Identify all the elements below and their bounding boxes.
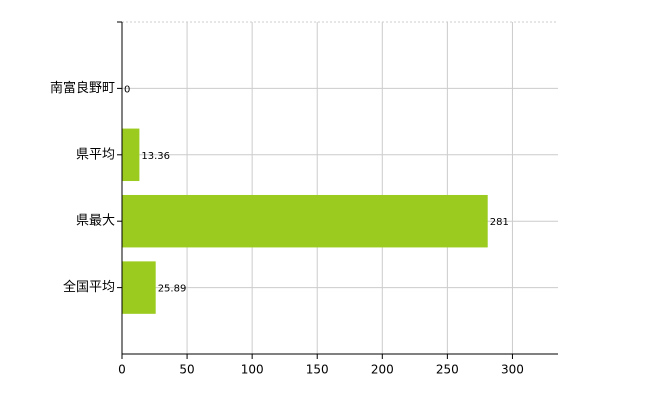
x-tick-label: 100 xyxy=(241,363,264,377)
value-label: 0 xyxy=(124,84,130,95)
y-tick-label: 全国平均 xyxy=(63,279,115,295)
y-tick-label: 県平均 xyxy=(76,147,115,162)
value-label: 13.36 xyxy=(141,151,170,162)
x-tick-label: 0 xyxy=(118,363,126,377)
bar xyxy=(122,128,140,182)
value-label: 281 xyxy=(490,217,509,228)
bar xyxy=(122,194,488,248)
x-tick-label: 150 xyxy=(306,363,329,377)
y-tick-label: 県最大 xyxy=(76,214,115,229)
x-tick-label: 300 xyxy=(501,363,524,377)
value-label: 25.89 xyxy=(158,284,187,295)
y-tick-label: 南富良野町 xyxy=(50,80,115,96)
x-tick-label: 250 xyxy=(436,363,459,377)
x-tick-label: 50 xyxy=(179,363,194,377)
x-tick-label: 200 xyxy=(371,363,394,377)
bar xyxy=(122,261,156,314)
